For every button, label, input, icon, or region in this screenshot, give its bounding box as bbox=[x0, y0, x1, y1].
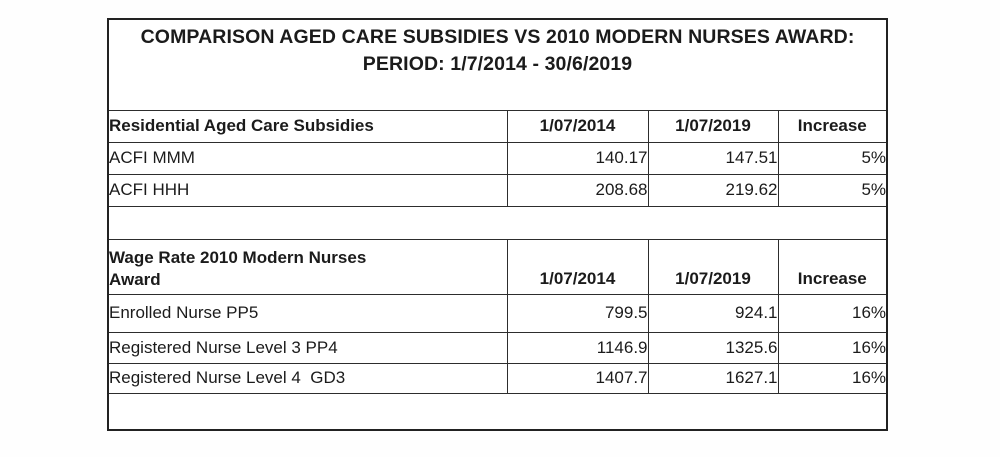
row-label: Registered Nurse Level 3 PP4 bbox=[107, 331, 508, 364]
section1-col-increase: Increase bbox=[777, 109, 888, 143]
row-value-2014: 140.17 bbox=[506, 141, 649, 175]
spacer-row bbox=[108, 205, 888, 240]
table-row: Registered Nurse Level 3 PP4 1146.9 1325… bbox=[107, 331, 888, 364]
row-increase: 5% bbox=[777, 173, 888, 207]
section2-col-2019: 1/07/2019 bbox=[647, 238, 779, 295]
table-title-line1: COMPARISON AGED CARE SUBSIDIES VS 2010 M… bbox=[140, 26, 855, 48]
section2-header-row: Wage Rate 2010 Modern Nurses Award 1/07/… bbox=[107, 238, 888, 295]
table-row: ACFI MMM 140.17 147.51 5% bbox=[107, 141, 888, 175]
table-row: Enrolled Nurse PP5 799.5 924.1 16% bbox=[107, 293, 888, 333]
row-increase: 16% bbox=[777, 362, 888, 394]
table-title-line2: PERIOD: 1/7/2014 - 30/6/2019 bbox=[362, 53, 633, 75]
section2-title: Wage Rate 2010 Modern Nurses Award bbox=[107, 238, 508, 295]
section1-title: Residential Aged Care Subsidies bbox=[107, 109, 508, 143]
comparison-sheet: COMPARISON AGED CARE SUBSIDIES VS 2010 M… bbox=[107, 18, 889, 431]
table-title: COMPARISON AGED CARE SUBSIDIES VS 2010 M… bbox=[107, 18, 888, 111]
section2-col-2014: 1/07/2014 bbox=[506, 238, 649, 295]
row-label: ACFI HHH bbox=[107, 173, 508, 207]
spacer-row bbox=[108, 392, 888, 431]
row-label: ACFI MMM bbox=[107, 141, 508, 175]
section1-col-2019: 1/07/2019 bbox=[647, 109, 779, 143]
spacer-cell bbox=[108, 392, 888, 431]
row-increase: 5% bbox=[777, 141, 888, 175]
row-increase: 16% bbox=[777, 293, 888, 333]
comparison-table: COMPARISON AGED CARE SUBSIDIES VS 2010 M… bbox=[107, 18, 889, 431]
spacer-cell bbox=[108, 205, 888, 240]
row-value-2014: 1407.7 bbox=[506, 362, 649, 394]
row-value-2019: 924.1 bbox=[647, 293, 779, 333]
row-value-2019: 219.62 bbox=[647, 173, 779, 207]
row-increase: 16% bbox=[777, 331, 888, 364]
row-value-2019: 1325.6 bbox=[647, 331, 779, 364]
section2-col-increase: Increase bbox=[777, 238, 888, 295]
table-row: Registered Nurse Level 4 GD3 1407.7 1627… bbox=[107, 362, 888, 394]
row-value-2019: 1627.1 bbox=[647, 362, 779, 394]
row-label: Registered Nurse Level 4 GD3 bbox=[107, 362, 508, 394]
section2-title-text: Wage Rate 2010 Modern Nurses Award bbox=[109, 247, 367, 289]
row-value-2019: 147.51 bbox=[647, 141, 779, 175]
row-label: Enrolled Nurse PP5 bbox=[107, 293, 508, 333]
row-value-2014: 1146.9 bbox=[506, 331, 649, 364]
row-value-2014: 799.5 bbox=[506, 293, 649, 333]
table-row: ACFI HHH 208.68 219.62 5% bbox=[107, 173, 888, 207]
section1-header-row: Residential Aged Care Subsidies 1/07/201… bbox=[107, 109, 888, 143]
section1-col-2014: 1/07/2014 bbox=[506, 109, 649, 143]
table-title-row: COMPARISON AGED CARE SUBSIDIES VS 2010 M… bbox=[107, 18, 888, 111]
row-value-2014: 208.68 bbox=[506, 173, 649, 207]
